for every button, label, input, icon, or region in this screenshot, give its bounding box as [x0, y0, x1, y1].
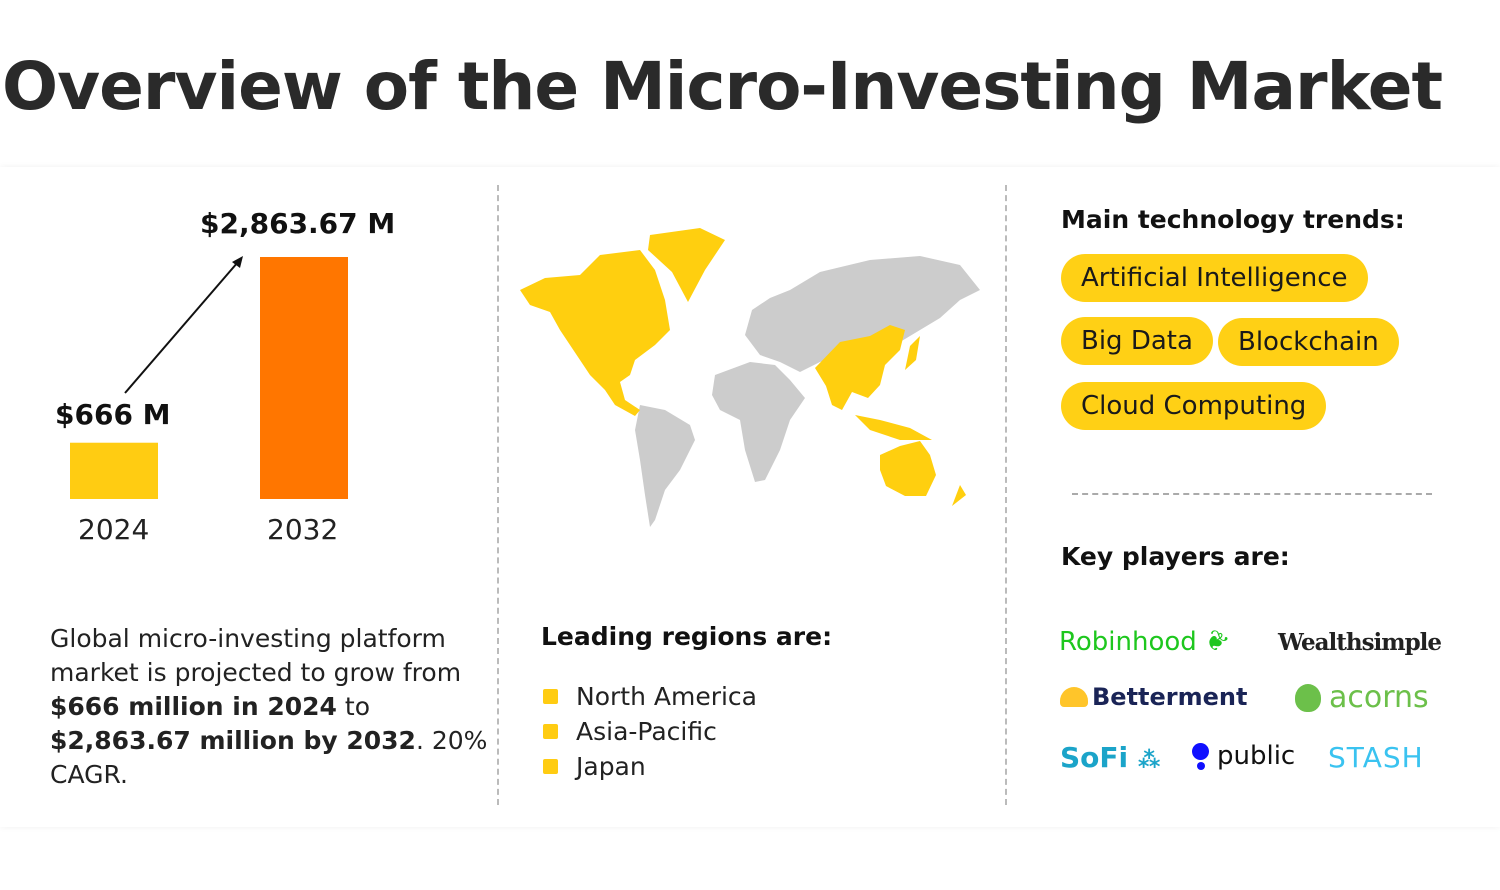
- trend-pill: Blockchain: [1218, 318, 1399, 366]
- logo-sofi: SoFi ⁂: [1060, 741, 1161, 774]
- sofi-dots-icon: ⁂: [1137, 748, 1161, 773]
- bullet-icon: [543, 689, 558, 704]
- data-label-2032: $2,863.67 M: [200, 207, 396, 240]
- map-north-america: [520, 250, 670, 416]
- region-item: Asia-Pacific: [543, 717, 717, 746]
- trends-heading: Main technology trends:: [1061, 205, 1405, 234]
- bar-chart: [70, 256, 348, 499]
- acorn-icon: [1295, 683, 1321, 712]
- map-south-america: [635, 405, 695, 527]
- map-africa: [712, 362, 805, 482]
- region-item: North America: [543, 682, 757, 711]
- growth-arrow: [124, 261, 239, 394]
- bullet-icon: [543, 724, 558, 739]
- bullet-icon: [543, 759, 558, 774]
- market-description: Global micro-investing platform market i…: [50, 624, 488, 789]
- map-new-zealand: [952, 485, 966, 506]
- divider: [1005, 185, 1007, 805]
- tick-label-2024: 2024: [78, 513, 150, 546]
- logo-public: public: [1192, 741, 1295, 771]
- world-map: [520, 228, 980, 527]
- map-eurasia: [745, 256, 980, 372]
- page-title: Overview of the Micro-Investing Market: [2, 48, 1443, 125]
- public-dot-icon: [1192, 742, 1209, 770]
- logo-betterment: Betterment: [1060, 683, 1247, 711]
- players-heading: Key players are:: [1061, 542, 1290, 571]
- bar-2024: [70, 442, 158, 499]
- map-greenland: [648, 228, 725, 302]
- trend-pill: Cloud Computing: [1061, 382, 1327, 430]
- logo-robinhood: Robinhood ❦: [1059, 623, 1234, 661]
- data-label-2024: $666 M: [55, 398, 171, 431]
- betterment-sun-icon: [1060, 687, 1088, 707]
- trend-pill: Artificial Intelligence: [1061, 254, 1368, 302]
- divider: [1072, 493, 1432, 495]
- logo-acorns: acorns: [1295, 680, 1429, 715]
- divider: [497, 185, 499, 805]
- bar-2032: [260, 257, 348, 499]
- map-asia: [815, 325, 905, 410]
- arrow-head-icon: [232, 256, 243, 268]
- tick-label-2032: 2032: [267, 513, 339, 546]
- map-indonesia: [855, 415, 932, 440]
- map-japan: [905, 336, 920, 370]
- map-australia: [880, 441, 936, 496]
- logo-wealthsimple: Wealthsimple: [1278, 629, 1442, 656]
- regions-heading: Leading regions are:: [541, 622, 833, 651]
- trend-pill: Big Data: [1061, 317, 1213, 365]
- region-item: Japan: [543, 752, 646, 781]
- logo-stash: STASH: [1328, 741, 1424, 774]
